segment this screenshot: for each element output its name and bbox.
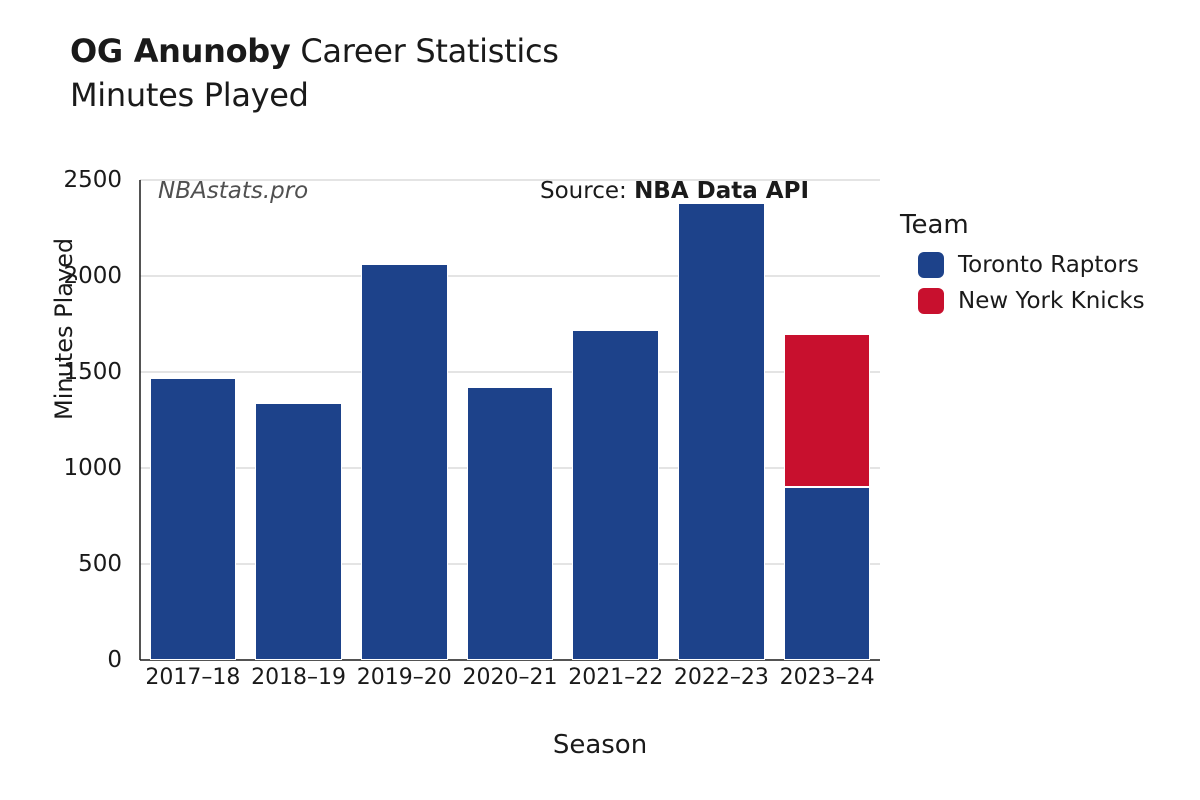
y-tick-label: 1500 [63,359,122,385]
chart-subtitle: Minutes Played [70,76,559,114]
legend-item: Toronto Raptors [918,252,1145,278]
title-rest: Career Statistics [290,32,558,70]
x-tick-label: 2019–20 [357,665,452,690]
bars [140,180,880,660]
x-axis-label: Season [0,730,1200,760]
legend-title: Team [900,210,1145,240]
legend: Team Toronto Raptors New York Knicks [900,210,1145,324]
y-ticks: 05001000150020002500 [60,180,130,660]
legend-items: Toronto Raptors New York Knicks [900,252,1145,324]
bar-segment [150,378,237,660]
bar-segment [467,387,554,660]
chart-title: OG Anunoby Career Statistics [70,32,559,70]
plot-area [140,180,880,660]
bar-segment [361,264,448,660]
legend-swatch [918,252,944,278]
bar-segment [255,403,342,660]
y-tick-label: 500 [78,551,122,577]
legend-label: New York Knicks [958,288,1145,314]
titles: OG Anunoby Career Statistics Minutes Pla… [70,32,559,114]
legend-item: New York Knicks [918,288,1145,314]
bar-segment [572,330,659,660]
legend-label: Toronto Raptors [958,252,1139,278]
y-tick-label: 0 [107,647,122,673]
bar-segment [678,203,765,660]
legend-swatch [918,288,944,314]
title-bold: OG Anunoby [70,32,290,70]
y-tick-label: 1000 [63,455,122,481]
x-tick-label: 2018–19 [251,665,346,690]
bar-segment [784,487,871,660]
y-tick-label: 2500 [63,167,122,193]
x-tick-label: 2022–23 [674,665,769,690]
x-ticks: 2017–18 2018–19 2019–20 2020–21 2021–22 2022–… [140,665,880,695]
x-tick-label: 2023–24 [780,665,875,690]
x-tick-label: 2020–21 [463,665,558,690]
bar-segment [784,334,871,488]
chart-container: OG Anunoby Career Statistics Minutes Pla… [0,0,1200,800]
x-tick-label: 2021–22 [568,665,663,690]
y-tick-label: 2000 [63,263,122,289]
x-tick-label: 2017–18 [145,665,240,690]
